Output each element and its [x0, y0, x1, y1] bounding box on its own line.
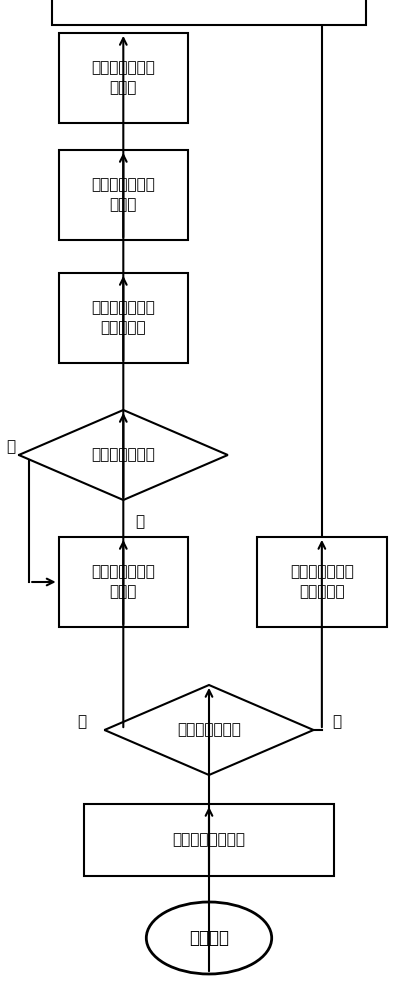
- Bar: [59, 33, 188, 123]
- Text: 内插値计算开关
状态点: 内插値计算开关 状态点: [92, 565, 155, 599]
- Bar: [257, 537, 387, 627]
- Ellipse shape: [146, 902, 272, 974]
- Text: 否: 否: [135, 514, 145, 530]
- Bar: [59, 273, 188, 363]
- Text: 电磁暂态计算一步: 电磁暂态计算一步: [173, 832, 245, 847]
- Text: 下一步电磁暂态
整步长计算: 下一步电磁暂态 整步长计算: [290, 565, 354, 599]
- Bar: [59, 537, 188, 627]
- Text: 开始计算: 开始计算: [189, 929, 229, 947]
- Text: 内插値原整步长
状态点: 内插値原整步长 状态点: [92, 178, 155, 212]
- Bar: [59, 150, 188, 240]
- Text: 下一步电磁暂态
整步长计算: 下一步电磁暂态 整步长计算: [92, 301, 155, 335]
- Text: 是否有开关动作: 是否有开关动作: [177, 722, 241, 738]
- Text: 是否有开关动作: 是否有开关动作: [92, 448, 155, 463]
- Text: 是: 是: [6, 440, 15, 455]
- Text: 否: 否: [332, 714, 341, 730]
- Text: 外插値原整步长
状慴点: 外插値原整步长 状慴点: [92, 61, 155, 95]
- Polygon shape: [104, 685, 314, 775]
- Bar: [84, 804, 334, 876]
- Text: 是: 是: [77, 714, 86, 730]
- Polygon shape: [19, 410, 228, 500]
- Bar: [52, 0, 366, 25]
